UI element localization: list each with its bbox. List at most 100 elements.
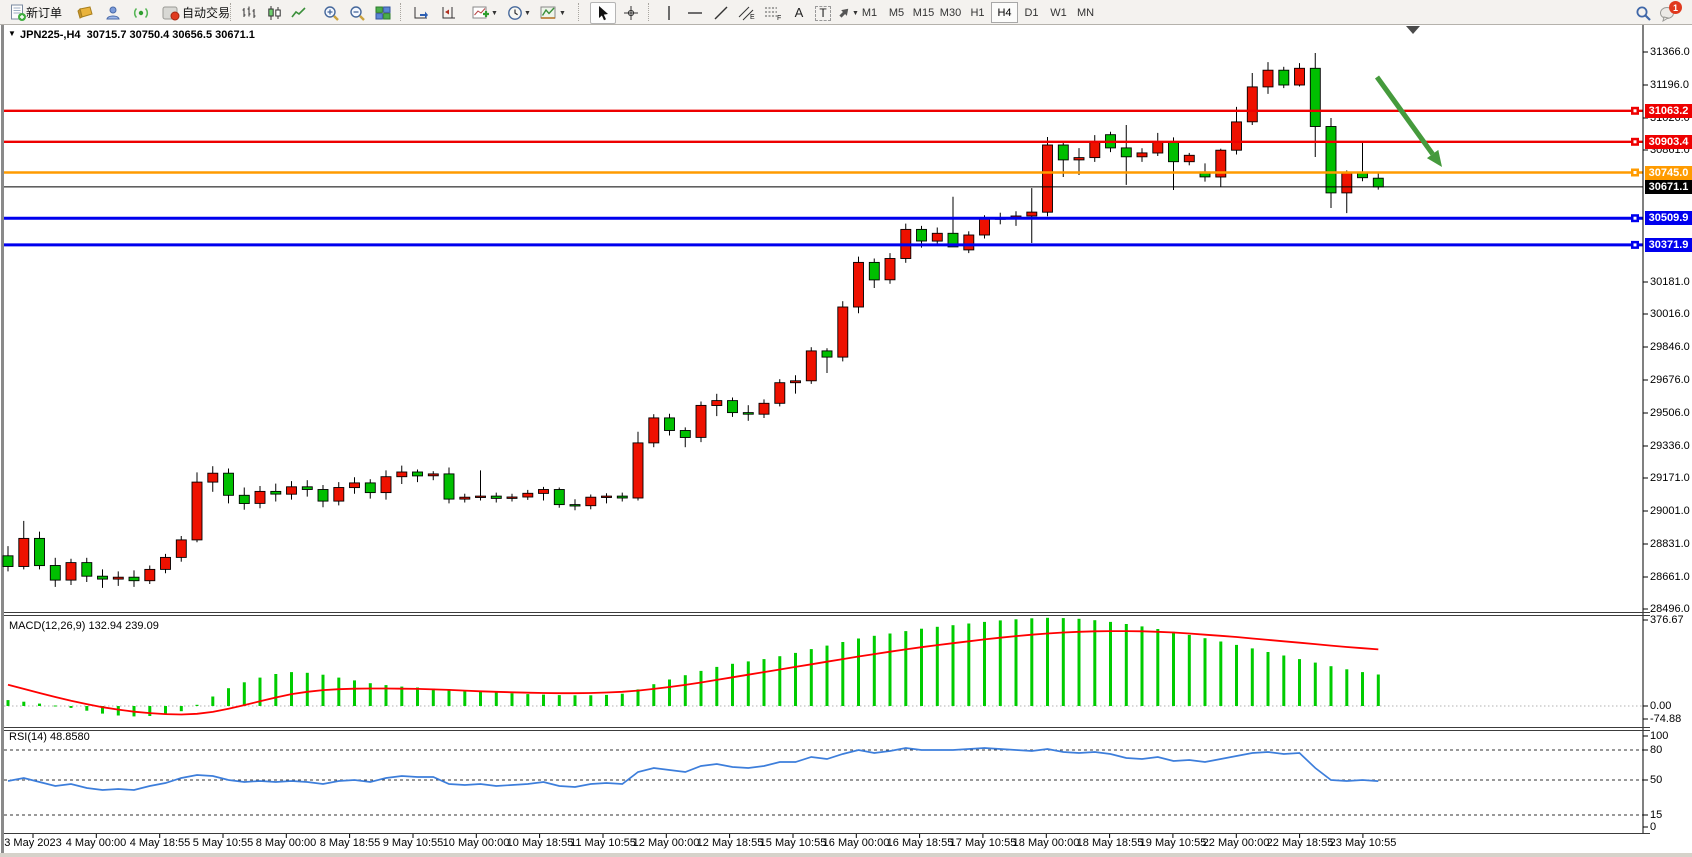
fibonacci-icon: F: [765, 7, 781, 21]
toolbar-separator: [230, 3, 233, 21]
vertical-line-tool-button[interactable]: [656, 2, 682, 24]
timeframe-D1[interactable]: D1: [1024, 6, 1039, 19]
chevron-down-icon: ▼: [852, 9, 859, 17]
auto-scroll-button[interactable]: [408, 2, 434, 24]
chevron-down-icon: ▼: [491, 9, 498, 17]
price-line-label: 31063.2: [1645, 104, 1692, 118]
indicators-button[interactable]: ▼: [468, 2, 502, 24]
window-bottom-strip: [0, 853, 1692, 857]
timeframe-H4[interactable]: H4: [991, 2, 1018, 23]
time-axis-label: 22 May 00:00: [1202, 837, 1270, 849]
signal-button[interactable]: [128, 2, 154, 24]
timeframe-H1[interactable]: H1: [970, 6, 985, 19]
new-order-button[interactable]: [5, 2, 31, 24]
time-axis-label: 9 May 10:55: [382, 837, 444, 849]
line-chart-icon: [291, 7, 306, 18]
price-tick-label: 30016.0: [1650, 308, 1690, 320]
time-axis-label: 19 May 10:55: [1139, 837, 1207, 849]
data-window-icon: [106, 6, 120, 20]
price-tick-label: 29001.0: [1650, 505, 1690, 517]
macd-tick-label: 376.67: [1650, 614, 1684, 626]
crosshair-tool-button[interactable]: [618, 2, 644, 24]
symbol-dropdown-arrow[interactable]: ▼: [8, 29, 16, 38]
bar-chart-button[interactable]: [236, 2, 262, 24]
price-tick-label: 29506.0: [1650, 407, 1690, 419]
line-chart-button[interactable]: [286, 2, 312, 24]
macd-indicator-label: MACD(12,26,9) 132.94 239.09: [9, 620, 159, 632]
chart-title: JPN225-,H4 30715.7 30750.4 30656.5 30671…: [20, 29, 255, 41]
panel-divider[interactable]: [4, 612, 1650, 613]
signal-icon: [133, 7, 149, 19]
autotrade-button[interactable]: [158, 2, 184, 24]
new-order-label[interactable]: 新订单: [26, 6, 63, 20]
fibonacci-tool-button[interactable]: F: [760, 2, 786, 24]
auto-scroll-icon: [414, 7, 428, 19]
timeframe-W1[interactable]: W1: [1050, 6, 1067, 19]
search-button[interactable]: [1630, 2, 1656, 24]
zoom-out-button[interactable]: [344, 2, 370, 24]
templates-button[interactable]: ▼: [536, 2, 570, 24]
autotrade-label[interactable]: 自动交易: [182, 6, 231, 20]
price-tick-label: 29676.0: [1650, 374, 1690, 386]
crosshair-icon: [624, 6, 638, 20]
time-axis-label: 15 May 10:55: [759, 837, 827, 849]
price-tick-label: 31196.0: [1650, 79, 1689, 91]
text-label-icon: T: [815, 5, 831, 21]
notification-badge: 1: [1669, 1, 1682, 14]
zoom-in-button[interactable]: [318, 2, 344, 24]
timeframe-MN[interactable]: MN: [1076, 6, 1095, 19]
arrows-icon: [839, 8, 849, 18]
chevron-down-icon: ▼: [559, 9, 566, 17]
time-axis-label: 10 May 18:55: [506, 837, 574, 849]
timeframe-M1[interactable]: M1: [861, 6, 878, 19]
time-axis-label: 23 May 10:55: [1329, 837, 1397, 849]
tile-windows-button[interactable]: [370, 2, 396, 24]
horizontal-line-tool-button[interactable]: [682, 2, 708, 24]
price-tick-label: 29336.0: [1650, 440, 1690, 452]
timeframe-M5[interactable]: M5: [888, 6, 905, 19]
channel-tool-button[interactable]: E: [734, 2, 760, 24]
arrows-tool-button[interactable]: ▼: [834, 2, 862, 24]
toolbar-separator: [400, 3, 403, 21]
text-icon: A: [794, 5, 804, 20]
cursor-tool-button[interactable]: [590, 2, 616, 24]
data-window-button[interactable]: [100, 2, 126, 24]
time-axis-label: 10 May 00:00: [442, 837, 510, 849]
time-axis-label: 16 May 18:55: [886, 837, 954, 849]
panel-divider[interactable]: [4, 730, 1650, 731]
candlestick-chart-icon: [268, 6, 281, 20]
price-tick-label: 30181.0: [1650, 276, 1690, 288]
svg-text:F: F: [777, 15, 781, 21]
timeframe-bar: M1 M5 M15 M30 H1 H4 D1 W1 MN: [856, 2, 1099, 23]
market-watch-button[interactable]: [72, 2, 98, 24]
market-watch-icon: [77, 6, 93, 19]
panel-divider[interactable]: [4, 615, 1650, 616]
svg-text:E: E: [750, 14, 755, 21]
main-toolbar: 新订单 自动交易: [0, 0, 1692, 25]
tile-windows-icon: [375, 6, 391, 20]
price-tick-label: 28831.0: [1650, 538, 1690, 550]
panel-divider[interactable]: [4, 727, 1650, 728]
candlestick-chart-button[interactable]: [261, 2, 287, 24]
time-axis-label: 11 May 10:55: [570, 837, 636, 849]
time-axis-label: 4 May 18:55: [129, 837, 191, 849]
chart-shift-button[interactable]: [436, 2, 462, 24]
toolbar-separator: [578, 3, 581, 21]
clock-icon: [508, 6, 522, 20]
price-line-label: 30903.4: [1645, 135, 1692, 149]
rsi-indicator-label: RSI(14) 48.8580: [9, 731, 90, 743]
price-tick-label: 28661.0: [1650, 571, 1690, 583]
rsi-tick-label: 50: [1650, 774, 1663, 786]
periods-button[interactable]: ▼: [502, 2, 536, 24]
time-axis-label: 17 May 10:55: [949, 837, 1017, 849]
timeframe-M15[interactable]: M15: [912, 6, 935, 19]
price-line-label: 30509.9: [1645, 211, 1692, 225]
window-left-border: [1, 25, 4, 853]
price-tick-label: 29171.0: [1650, 472, 1690, 484]
timeframe-M30[interactable]: M30: [939, 6, 962, 19]
trendline-tool-button[interactable]: [708, 2, 734, 24]
text-label-tool-button[interactable]: T: [810, 2, 836, 24]
search-icon: [1636, 6, 1651, 21]
text-tool-button[interactable]: A: [786, 2, 812, 24]
